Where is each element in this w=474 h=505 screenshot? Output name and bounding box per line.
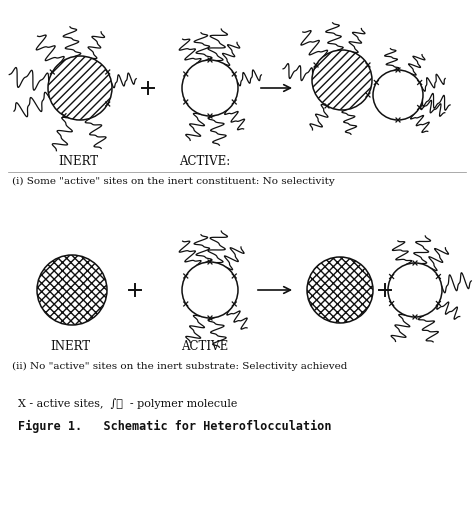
Circle shape bbox=[312, 50, 372, 110]
Text: ACTIVE: ACTIVE bbox=[182, 340, 228, 353]
Text: INERT: INERT bbox=[50, 340, 90, 353]
Text: (i) Some "active" sites on the inert constituent: No selectivity: (i) Some "active" sites on the inert con… bbox=[12, 177, 335, 186]
Circle shape bbox=[182, 262, 238, 318]
Text: (ii) No "active" sites on the inert substrate: Selectivity achieved: (ii) No "active" sites on the inert subs… bbox=[12, 362, 347, 371]
Circle shape bbox=[37, 255, 107, 325]
Circle shape bbox=[388, 263, 442, 317]
Text: INERT: INERT bbox=[58, 155, 98, 168]
Text: X - active sites,  ∫∯  - polymer molecule: X - active sites, ∫∯ - polymer molecule bbox=[18, 398, 237, 409]
Circle shape bbox=[373, 70, 423, 120]
Text: ACTIVE:: ACTIVE: bbox=[179, 155, 231, 168]
Circle shape bbox=[307, 257, 373, 323]
Circle shape bbox=[48, 56, 112, 120]
Text: Figure 1.   Schematic for Heteroflocculation: Figure 1. Schematic for Heteroflocculati… bbox=[18, 420, 331, 433]
Circle shape bbox=[182, 60, 238, 116]
